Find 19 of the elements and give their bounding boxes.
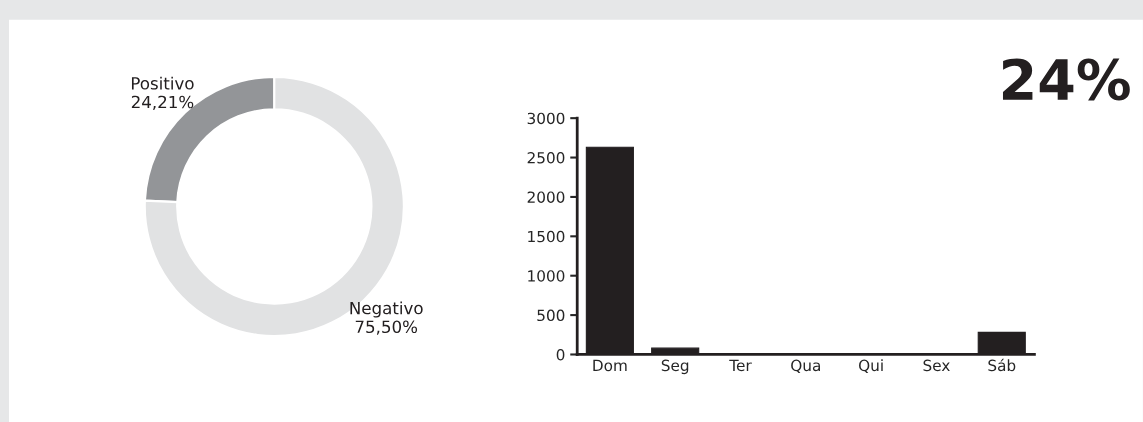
x-tick-label: Qui	[859, 359, 883, 373]
slice-label: Positivo	[131, 76, 194, 90]
x-tick-label: Ter	[729, 359, 752, 372]
x-tick-label: Sex	[923, 359, 950, 372]
x-tick-label: Qua	[791, 359, 820, 373]
y-tick-label: 1000	[528, 270, 565, 282]
y-tick-label: 1500	[528, 230, 565, 243]
y-tick-label: 2500	[527, 152, 565, 164]
y-tick-label: 3000	[527, 112, 565, 125]
y-tick-label: 2000	[527, 191, 565, 203]
x-tick-label: Dom	[593, 359, 627, 372]
y-tick-label: 500	[537, 309, 565, 322]
y-tick-label: 0	[556, 348, 565, 361]
text: 24%	[1002, 58, 1130, 101]
slice-label: Negativo	[350, 301, 423, 318]
x-tick-label: Sáb	[988, 358, 1016, 372]
data-label: 75,50%	[355, 320, 418, 335]
data-label: 24,21%	[131, 95, 194, 110]
x-tick-label: Seg	[661, 359, 689, 375]
